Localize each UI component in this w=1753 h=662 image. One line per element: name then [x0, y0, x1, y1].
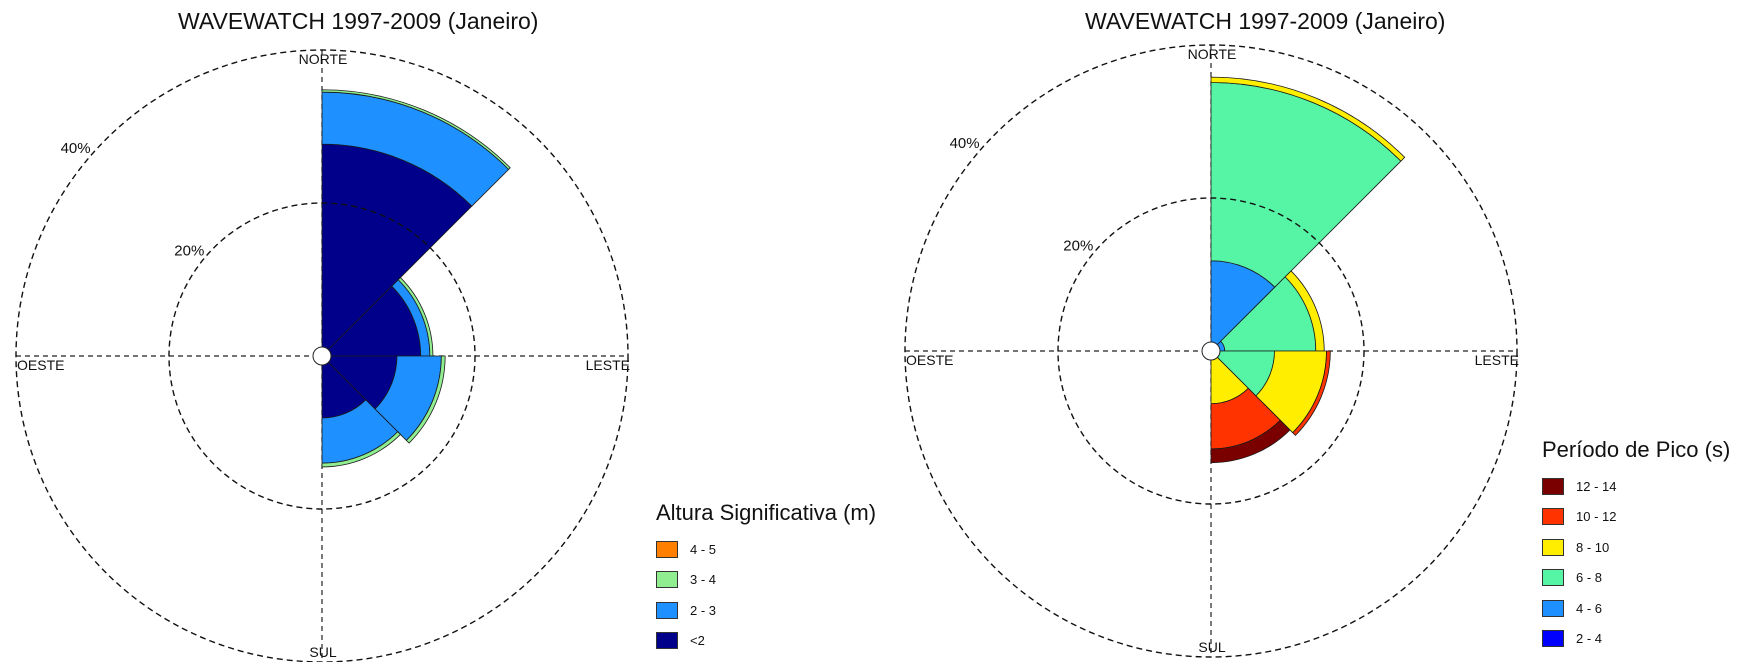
legend-item: 6 - 8 [1542, 563, 1730, 594]
center-hole [1201, 341, 1221, 361]
center-hole [312, 346, 332, 366]
legend-label: 4 - 5 [690, 541, 717, 557]
legend-label: 2 - 3 [690, 602, 717, 618]
legend-item: 4 - 5 [656, 534, 876, 565]
legend-item: 3 - 4 [656, 565, 876, 596]
legend-swatch [656, 571, 678, 589]
legend-label: <2 [690, 633, 705, 649]
legend-label: 3 - 4 [690, 572, 717, 588]
legend-swatch [656, 540, 678, 558]
legend-title: Período de Pico (s) [1542, 437, 1731, 462]
ring-40 [15, 49, 629, 662]
direction-label-east: LESTE [586, 357, 630, 373]
legend-item: <2 [656, 626, 876, 657]
sector-nne-class-3 [1210, 76, 1406, 162]
legend-label: 6 - 8 [1576, 570, 1603, 586]
direction-label-west: OESTE [17, 357, 64, 373]
legend-title: Altura Significativa (m) [656, 500, 877, 525]
chart-title-left: WAVEWATCH 1997-2009 (Janeiro) [178, 8, 539, 34]
sector-sse-class-2 [321, 431, 402, 468]
sector-sse-class-5 [1210, 419, 1291, 464]
direction-label-north: NORTE [299, 51, 348, 67]
legend-wave-height: Altura Significativa (m) 4 - 5 3 - 4 2 - 3… [656, 500, 876, 656]
ring-label-0: 20% [174, 243, 204, 260]
legend-label: 4 - 6 [1576, 600, 1603, 616]
sector-ese-class-2 [405, 355, 446, 444]
legend-label: 2 - 4 [1576, 631, 1603, 647]
legend-peak-period: Período de Pico (s) 12 - 14 10 - 12 8 - 10… [1542, 437, 1730, 654]
direction-label-south: SUL [1198, 639, 1225, 655]
legend-swatch [1542, 599, 1564, 617]
ring-label-1: 40% [61, 140, 91, 157]
legend-label: 12 - 14 [1576, 478, 1617, 494]
legend-label: 8 - 10 [1576, 539, 1610, 555]
ring-20 [168, 202, 476, 510]
legend-item: 12 - 14 [1542, 471, 1730, 502]
legend-swatch [1542, 477, 1564, 495]
legend-swatch [1542, 630, 1564, 648]
legend-swatch [656, 632, 678, 650]
legend-label: 10 - 12 [1576, 509, 1617, 525]
legend-item: 4 - 6 [1542, 593, 1730, 624]
legend-swatch [656, 601, 678, 619]
ring-label-1: 40% [950, 135, 980, 152]
sector-nne-class-2 [321, 89, 511, 170]
ring-label-0: 20% [1063, 238, 1093, 255]
ring-40 [904, 44, 1518, 658]
legend-item: 2 - 3 [656, 595, 876, 626]
legend-swatch [1542, 569, 1564, 587]
sector-nne-class-2 [1210, 82, 1402, 288]
sector-ese-class-4 [1292, 350, 1331, 436]
legend-item: 2 - 4 [1542, 624, 1730, 655]
direction-label-south: SUL [309, 644, 336, 660]
ring-20 [1057, 197, 1365, 505]
legend-swatch [1542, 508, 1564, 526]
direction-label-east: LESTE [1475, 352, 1519, 368]
legend-swatch [1542, 538, 1564, 556]
direction-label-north: NORTE [1188, 46, 1237, 62]
chart-title-right: WAVEWATCH 1997-2009 (Janeiro) [1085, 8, 1446, 34]
direction-label-west: OESTE [906, 352, 953, 368]
legend-item: 10 - 12 [1542, 502, 1730, 533]
legend-item: 8 - 10 [1542, 532, 1730, 563]
